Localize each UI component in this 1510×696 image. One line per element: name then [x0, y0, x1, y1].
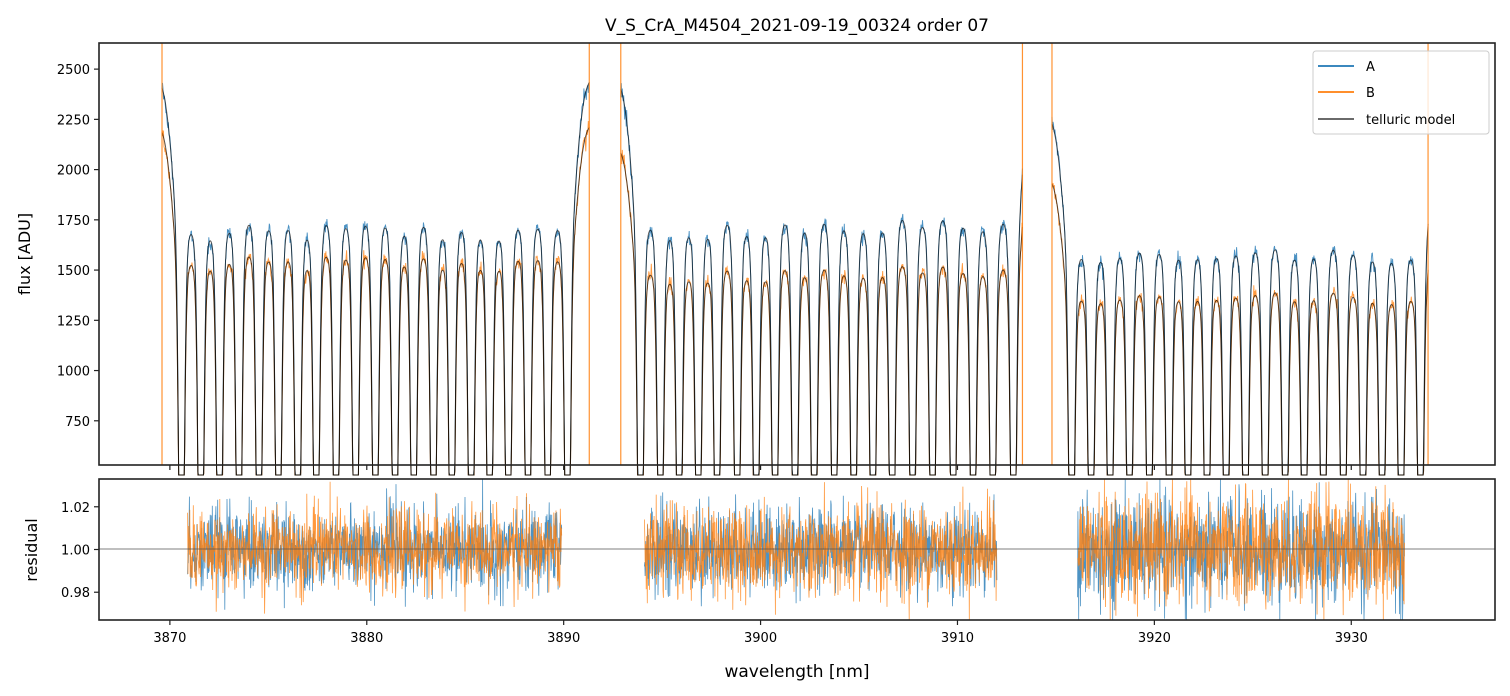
flux-axes-frame	[98, 42, 1496, 466]
residual-b-line	[187, 481, 563, 614]
flux-ytick-label: 2500	[57, 63, 90, 78]
residual-xtick-label: 3890	[547, 631, 580, 646]
residual-ytick-label: 1.02	[61, 501, 90, 516]
telluric-model-a-line	[620, 89, 1023, 476]
residual-xtick-label: 3910	[941, 631, 974, 646]
residual-xtick-label: 3870	[153, 631, 186, 646]
flux-ytick-label: 750	[65, 415, 90, 430]
legend[interactable]: A B telluric model	[1312, 50, 1490, 135]
flux-lines	[161, 43, 1429, 476]
residual-ylabel: residual	[22, 518, 41, 581]
residual-panel: 0.98 1.00 1.02 3870 3880 3890 3900 3910 3920 393…	[22, 478, 1496, 682]
residual-xtick-label: 3930	[1335, 631, 1368, 646]
legend-label-telluric: telluric model	[1366, 113, 1455, 128]
legend-label-b: B	[1366, 86, 1375, 101]
residual-xtick-label: 3880	[350, 631, 383, 646]
flux-ytick-label: 1000	[57, 365, 90, 380]
telluric-model-b-line	[161, 127, 590, 476]
flux-ytick-label: 2000	[57, 164, 90, 179]
chart-title: V_S_CrA_M4504_2021-09-19_00324 order 07	[605, 16, 989, 36]
flux-ylabel: flux [ADU]	[15, 213, 34, 295]
flux-ytick-label: 1250	[57, 314, 90, 329]
residual-b-line	[1077, 478, 1405, 621]
residual-xtick-label: 3900	[744, 631, 777, 646]
legend-label-a: A	[1366, 60, 1375, 75]
flux-panel: 750 1000 1250 1500 1750 2000 2250 2500 flux [AD…	[15, 42, 1496, 476]
legend-frame	[1312, 50, 1490, 135]
residual-ytick-label: 1.00	[61, 544, 90, 559]
residual-lines	[187, 478, 1405, 621]
flux-ytick-label: 1750	[57, 214, 90, 229]
telluric-model-b-line	[620, 152, 1023, 476]
residual-xticks: 3870 3880 3890 3900 3910 3920 3930	[153, 620, 1368, 646]
residual-xtick-label: 3920	[1138, 631, 1171, 646]
telluric-model-a-line	[1051, 123, 1429, 476]
residual-b-line	[644, 482, 998, 621]
residual-ytick-label: 0.98	[61, 586, 90, 601]
x-axis-label: wavelength [nm]	[724, 662, 869, 682]
flux-ytick-label: 1500	[57, 264, 90, 279]
series-b-line	[161, 120, 590, 476]
flux-yticks: 750 1000 1250 1500 1750 2000 2250 2500	[57, 63, 99, 430]
flux-xticks	[169, 465, 1352, 470]
residual-yticks: 0.98 1.00 1.02	[61, 501, 99, 601]
flux-ytick-label: 2250	[57, 113, 90, 128]
telluric-model-b-line	[1051, 183, 1429, 476]
series-b-line	[620, 149, 1023, 476]
